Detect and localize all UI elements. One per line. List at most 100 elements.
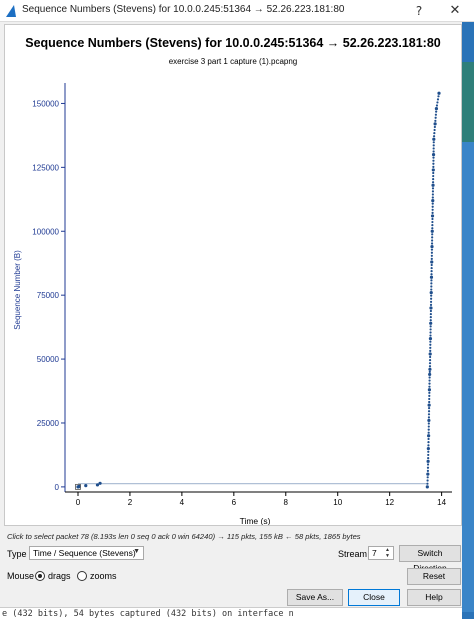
help-button[interactable]: Help <box>407 589 461 606</box>
data-point <box>429 349 432 352</box>
data-point <box>427 434 431 438</box>
data-point <box>431 220 434 224</box>
data-point <box>428 397 431 401</box>
data-point <box>426 463 430 466</box>
wireshark-fin-icon <box>6 5 16 17</box>
x-tick-label: 8 <box>284 498 289 507</box>
data-point <box>426 459 430 463</box>
data-point <box>433 122 437 126</box>
data-point <box>428 391 431 394</box>
data-point <box>98 481 102 485</box>
data-point <box>437 95 440 98</box>
data-point <box>428 367 432 371</box>
data-point <box>427 413 431 416</box>
data-point <box>426 472 430 476</box>
data-point <box>426 446 430 451</box>
data-point <box>431 193 434 196</box>
stream-spinbox[interactable]: 7 ▲ ▼ <box>368 546 394 560</box>
data-point <box>429 340 432 343</box>
zooms-radio[interactable] <box>77 571 87 581</box>
data-point <box>429 312 432 316</box>
data-point <box>429 303 433 306</box>
x-tick-label: 12 <box>385 498 394 507</box>
background-strip-accent <box>462 62 474 142</box>
reset-button[interactable]: Reset <box>407 568 461 585</box>
data-point <box>431 183 435 187</box>
data-point <box>434 119 437 122</box>
data-point <box>428 372 432 377</box>
data-point <box>429 300 433 303</box>
data-point <box>431 202 434 205</box>
data-point <box>430 294 433 297</box>
data-point <box>428 365 432 368</box>
data-point <box>432 165 435 168</box>
data-point <box>429 328 432 331</box>
data-point <box>431 187 435 190</box>
data-point <box>427 388 432 392</box>
data-point <box>426 476 429 479</box>
data-point <box>430 282 433 285</box>
data-point <box>426 482 429 485</box>
background-console-text: e (432 bits), 54 bytes captured (432 bit… <box>0 607 462 619</box>
x-tick-label: 4 <box>180 498 185 507</box>
data-point <box>432 159 435 162</box>
data-point <box>427 410 431 413</box>
plot-area[interactable]: Sequence Numbers (Stevens) for 10.0.0.24… <box>4 24 462 526</box>
data-point <box>433 132 436 135</box>
data-point <box>430 273 433 276</box>
data-point <box>428 385 431 388</box>
type-select[interactable]: Time / Sequence (Stevens) ▼ <box>29 546 144 560</box>
data-point <box>427 403 431 407</box>
data-point <box>427 416 431 419</box>
type-select-value: Time / Sequence (Stevens) <box>33 548 136 558</box>
x-tick-label: 14 <box>437 498 446 507</box>
x-tick-label: 0 <box>76 498 81 507</box>
data-point <box>429 331 432 334</box>
data-point <box>432 144 435 147</box>
data-point <box>427 457 430 460</box>
context-help-button[interactable]: ? <box>415 4 423 18</box>
data-point <box>429 309 433 313</box>
mouse-row: Mouse drags zooms Reset <box>0 566 462 588</box>
y-tick-label: 25000 <box>37 419 60 428</box>
sequence-chart[interactable]: Sequence Numbers (Stevens) for 10.0.0.24… <box>5 25 461 525</box>
save-as-button[interactable]: Save As... <box>287 589 343 606</box>
data-point <box>428 362 432 365</box>
data-point <box>427 431 430 434</box>
data-point <box>426 469 430 473</box>
switch-direction-button[interactable]: Switch Direction <box>399 545 461 573</box>
data-point <box>427 425 430 428</box>
data-point <box>432 147 435 150</box>
data-point <box>436 101 439 104</box>
data-point <box>430 266 433 270</box>
data-point <box>429 291 433 295</box>
window-close-button[interactable]: ✕ <box>449 3 461 18</box>
data-point <box>430 229 434 233</box>
data-point <box>430 263 433 267</box>
data-point <box>428 352 432 356</box>
background-window-strip <box>462 22 474 619</box>
title-bar: Sequence Numbers (Stevens) for 10.0.0.24… <box>0 0 474 22</box>
data-point <box>430 260 434 264</box>
chart-title: Sequence Numbers (Stevens) for 10.0.0.24… <box>25 36 441 50</box>
data-point <box>430 214 435 218</box>
data-point <box>431 196 434 199</box>
data-point <box>431 236 434 239</box>
data-point <box>429 275 434 279</box>
chevron-down-icon: ▼ <box>133 548 140 555</box>
drags-label: drags <box>48 571 71 581</box>
window-title: Sequence Numbers (Stevens) for 10.0.0.24… <box>22 4 345 15</box>
y-axis-label: Sequence Number (B) <box>13 250 22 330</box>
data-point <box>431 181 435 184</box>
drags-radio[interactable] <box>35 571 45 581</box>
data-point <box>430 248 434 251</box>
spin-arrows-icon[interactable]: ▲ ▼ <box>385 547 390 559</box>
data-point <box>431 152 436 157</box>
data-point <box>431 217 434 221</box>
y-tick-label: 75000 <box>37 291 60 300</box>
close-button[interactable]: Close <box>348 589 400 606</box>
y-tick-label: 125000 <box>32 163 59 172</box>
data-point <box>430 251 433 254</box>
data-point <box>437 91 441 95</box>
